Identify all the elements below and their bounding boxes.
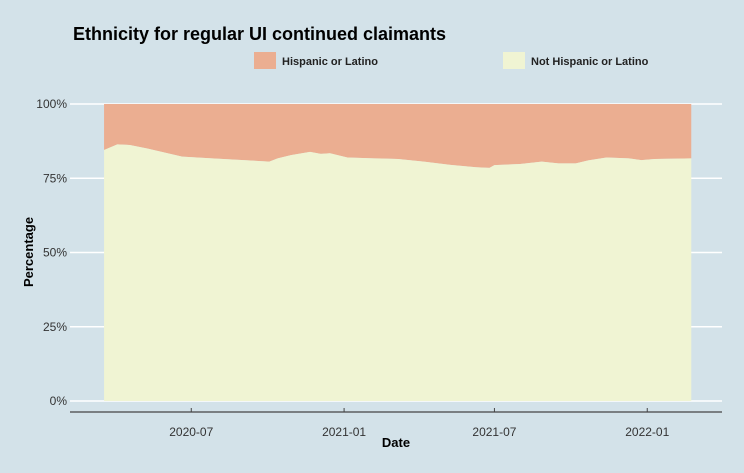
legend: Hispanic or Latino Not Hispanic or Latin… bbox=[254, 52, 649, 69]
y-tick-label: 100% bbox=[36, 97, 67, 111]
chart-title: Ethnicity for regular UI continued claim… bbox=[73, 24, 446, 44]
y-axis-label: Percentage bbox=[21, 217, 36, 287]
x-axis-label: Date bbox=[382, 435, 410, 450]
y-tick-label: 50% bbox=[43, 246, 67, 260]
legend-label-not-hispanic: Not Hispanic or Latino bbox=[531, 56, 649, 68]
x-tick-label: 2021-01 bbox=[322, 425, 366, 439]
area-hispanic-or-latino bbox=[104, 104, 692, 168]
legend-swatch-hispanic bbox=[254, 52, 276, 69]
y-tick-label: 75% bbox=[43, 171, 67, 185]
x-tick-label: 2021-07 bbox=[472, 425, 516, 439]
legend-label-hispanic: Hispanic or Latino bbox=[282, 56, 378, 68]
y-tick-label: 0% bbox=[50, 394, 68, 408]
legend-swatch-not-hispanic bbox=[503, 52, 525, 69]
x-tick-label: 2022-01 bbox=[625, 425, 669, 439]
y-tick-label: 25% bbox=[43, 320, 67, 334]
x-tick-label: 2020-07 bbox=[169, 425, 213, 439]
area-not-hispanic-or-latino bbox=[104, 144, 692, 401]
